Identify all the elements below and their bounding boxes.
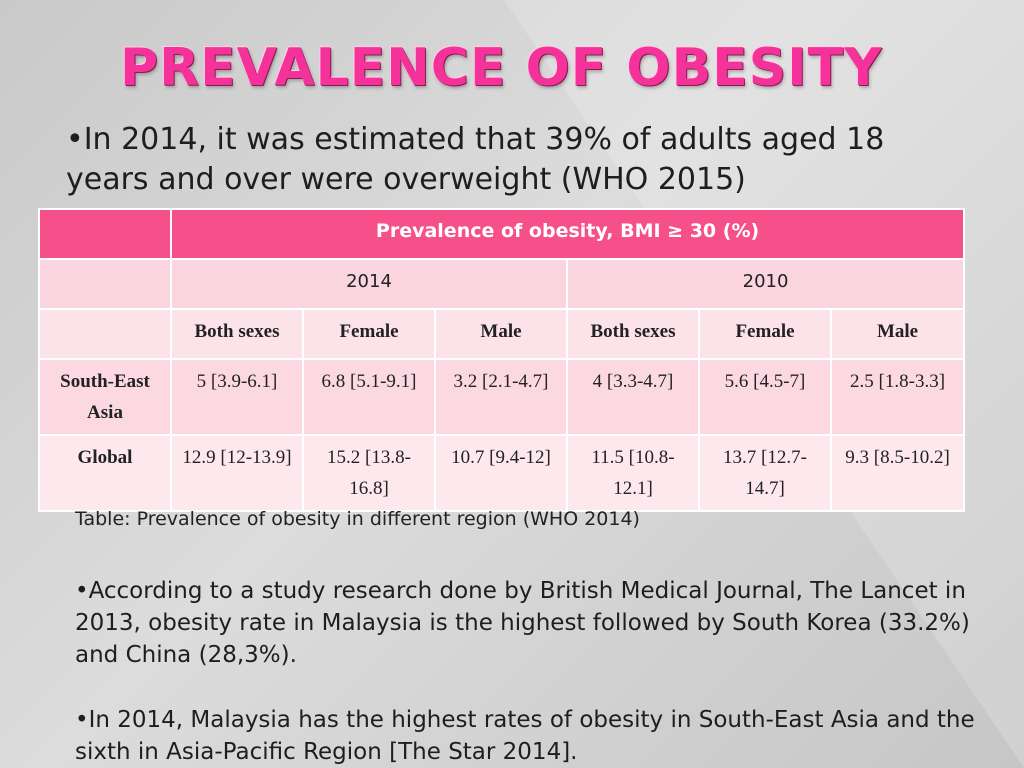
- table-cell: 5.6 [4.5-7]: [698, 358, 832, 436]
- table-cell: 9.3 [8.5-10.2]: [829, 434, 966, 512]
- table-caption: Table: Prevalence of obesity in differen…: [75, 508, 640, 530]
- table-cell: 15.2 [13.8-16.8]: [302, 434, 436, 512]
- table-cell: 10.7 [9.4-12]: [434, 434, 568, 512]
- table-cell: 2.5 [1.8-3.3]: [829, 358, 966, 436]
- year-header-2014: 2014: [170, 258, 568, 310]
- subheader-cell: Both sexes: [170, 308, 304, 360]
- bullet-malaysia: •In 2014, Malaysia has the highest rates…: [75, 707, 975, 765]
- row-label: Global: [38, 434, 172, 512]
- table-header-title: Prevalence of obesity, BMI ≥ 30 (%): [169, 208, 966, 260]
- subheader-cell: Male: [434, 308, 568, 360]
- table-cell: 3.2 [2.1-4.7]: [434, 358, 568, 436]
- table-row: South-East Asia 5 [3.9-6.1] 6.8 [5.1-9.1…: [38, 358, 966, 436]
- table-row: Global 12.9 [12-13.9] 15.2 [13.8-16.8] 1…: [38, 434, 966, 512]
- subheader-cell: Female: [698, 308, 832, 360]
- table-cell: 6.8 [5.1-9.1]: [302, 358, 436, 436]
- table-cell: 12.9 [12-13.9]: [170, 434, 304, 512]
- table-subheader-row: Both sexes Female Male Both sexes Female…: [38, 308, 966, 360]
- year-corner-cell: [38, 258, 172, 310]
- subheader-cell: Both sexes: [566, 308, 700, 360]
- slide-title: PREVALENCE OF OBESITY: [120, 38, 883, 98]
- table-cell: 13.7 [12.7-14.7]: [698, 434, 832, 512]
- table-header-row: Prevalence of obesity, BMI ≥ 30 (%): [38, 208, 966, 260]
- subheader-cell: Male: [829, 308, 966, 360]
- bullet-study: •According to a study research done by B…: [75, 578, 970, 668]
- table-year-row: 2014 2010: [38, 258, 966, 310]
- table-cell: 4 [3.3-4.7]: [566, 358, 700, 436]
- row-label: South-East Asia: [38, 358, 172, 436]
- header-corner-cell: [38, 208, 172, 260]
- subheader-corner-cell: [38, 308, 172, 360]
- bullet-intro: •In 2014, it was estimated that 39% of a…: [66, 122, 885, 197]
- table-cell: 5 [3.9-6.1]: [170, 358, 304, 436]
- table-cell: 11.5 [10.8-12.1]: [566, 434, 700, 512]
- subheader-cell: Female: [302, 308, 436, 360]
- year-header-2010: 2010: [565, 258, 966, 310]
- obesity-table: Prevalence of obesity, BMI ≥ 30 (%) 2014…: [38, 208, 966, 512]
